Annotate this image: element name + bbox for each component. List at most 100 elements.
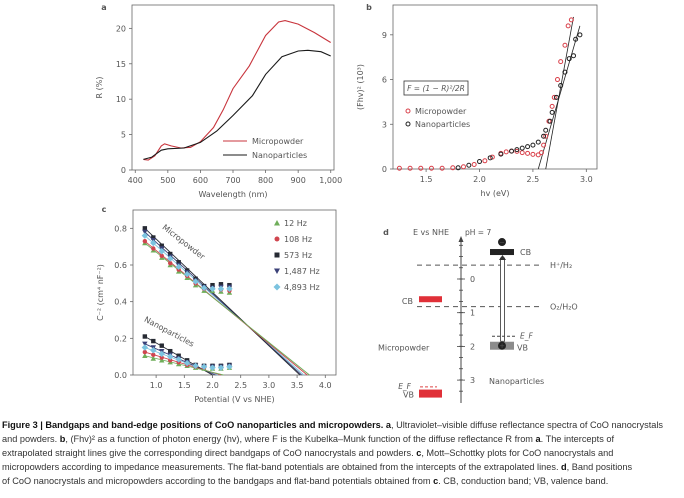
data-point <box>217 285 225 293</box>
chart-b: 1.5 2.0 2.5 3.0 0 3 6 9 hv (eV) (Fhv)² (10³) F = (… <box>356 4 598 198</box>
nanoparticles-vb-label: VB <box>517 344 528 353</box>
nanoparticles-cb-band <box>490 249 514 256</box>
data-point <box>562 69 568 75</box>
data-point <box>565 23 571 29</box>
data-point <box>167 255 174 262</box>
data-point <box>407 165 413 171</box>
data-point <box>218 282 224 287</box>
data-point <box>519 145 525 151</box>
x-tick-label: 1.0 <box>150 381 163 390</box>
nanoparticles-label: Nanoparticles <box>489 377 544 386</box>
annotation-nanoparticles: Nanoparticles <box>143 315 196 349</box>
legend-label: 12 Hz <box>284 219 307 228</box>
y-tick-label: 9 <box>382 31 387 40</box>
redox-level-label: O₂/H₂O <box>550 303 578 312</box>
legend-label: 4,893 Hz <box>284 283 320 292</box>
x-axis-label: Potential (V vs NHE) <box>194 395 274 404</box>
micropowder-cb-band <box>419 296 442 303</box>
legend-label: 108 Hz <box>284 235 312 244</box>
legend-marker <box>274 220 280 226</box>
data-point <box>151 338 156 344</box>
data-point <box>514 147 520 153</box>
data-point <box>159 343 164 348</box>
caption-segment: . CB, conduction band; VB, valence band. <box>438 476 609 486</box>
data-point <box>192 278 199 285</box>
fit-line <box>537 25 581 170</box>
data-point <box>477 159 483 165</box>
data-point <box>566 56 572 62</box>
data-point <box>151 246 156 251</box>
data-point <box>142 341 148 347</box>
legend-marker <box>273 283 281 291</box>
y-tick-label: 0 <box>121 166 126 175</box>
y-tick-label: 5 <box>121 131 126 140</box>
panel-label-a: a <box>101 3 106 12</box>
data-point <box>549 109 555 115</box>
data-point <box>543 133 549 139</box>
data-point <box>151 235 156 240</box>
plot-frame <box>132 209 337 376</box>
data-point <box>150 239 157 247</box>
ph-label: pH = 7 <box>465 228 491 237</box>
caption-segment: , (Fhv)² as a function of photon energy … <box>65 434 536 444</box>
caption-segment: Figure 3 | Bandgaps and band-edge positi… <box>2 420 392 430</box>
data-point <box>558 59 564 65</box>
y-axis-label: C⁻² (cm⁴ nF⁻²) <box>96 264 105 321</box>
data-point <box>159 357 165 363</box>
data-point <box>549 103 555 109</box>
legend-label: Micropowder <box>252 137 304 146</box>
x-tick-label: 800 <box>258 176 273 185</box>
series-line-nanoparticles <box>143 49 331 160</box>
legend-marker <box>274 236 280 242</box>
legend-label: Micropowder <box>415 107 467 116</box>
legend-marker <box>405 121 411 127</box>
micropowder-vb-label: VB <box>403 391 414 400</box>
data-point <box>503 149 509 155</box>
data-point <box>168 251 173 257</box>
legend-label: 1,487 Hz <box>284 267 320 276</box>
panel-label-b: b <box>366 3 372 12</box>
data-point <box>553 94 559 100</box>
x-tick-label: 4.0 <box>319 381 332 390</box>
data-point <box>396 165 402 171</box>
x-tick-label: 3.0 <box>580 175 593 184</box>
micropowder-label: Micropowder <box>378 343 430 352</box>
data-point <box>428 165 434 171</box>
x-tick-label: 1.5 <box>178 381 191 390</box>
x-tick-label: 3.5 <box>291 381 304 390</box>
data-point <box>159 243 164 248</box>
x-tick-label: 2.0 <box>473 175 486 184</box>
excitation-arrow-icon <box>499 255 506 261</box>
data-point <box>482 158 488 164</box>
axis-tick-label: 2 <box>470 342 475 351</box>
x-tick-label: 400 <box>128 176 143 185</box>
chart-c: 1.0 1.5 2.0 2.5 3.0 3.5 4.0 0.0 0.2 0.4 0.6 0.8 Pote… <box>96 209 337 404</box>
x-tick-label: 900 <box>291 176 306 185</box>
data-point <box>226 285 233 293</box>
data-point <box>538 150 544 156</box>
x-tick-label: 700 <box>225 176 240 185</box>
data-point <box>450 165 456 171</box>
data-point <box>471 162 477 168</box>
data-point <box>176 353 181 358</box>
y-tick-label: 0.4 <box>114 298 127 307</box>
fit-line <box>144 355 224 376</box>
y-tick-label: 10 <box>116 95 126 104</box>
legend-marker <box>274 252 280 258</box>
caption-segment: c <box>433 476 439 486</box>
data-point <box>558 83 564 89</box>
x-axis-label: hv (eV) <box>481 189 510 198</box>
caption-segment: , Mott–Schottky plots for CoO nanocrysta… <box>421 448 614 458</box>
y-tick-label: 0 <box>382 165 387 174</box>
electron-icon <box>498 238 506 247</box>
y-tick-label: 20 <box>116 24 126 33</box>
data-point <box>192 362 199 370</box>
data-point <box>577 32 583 38</box>
legend-label: Nanoparticles <box>252 151 307 160</box>
caption-segment: d <box>561 462 567 472</box>
legend-marker <box>274 268 280 274</box>
data-point <box>151 352 156 358</box>
x-tick-label: 1.5 <box>420 175 433 184</box>
data-point <box>200 363 208 370</box>
